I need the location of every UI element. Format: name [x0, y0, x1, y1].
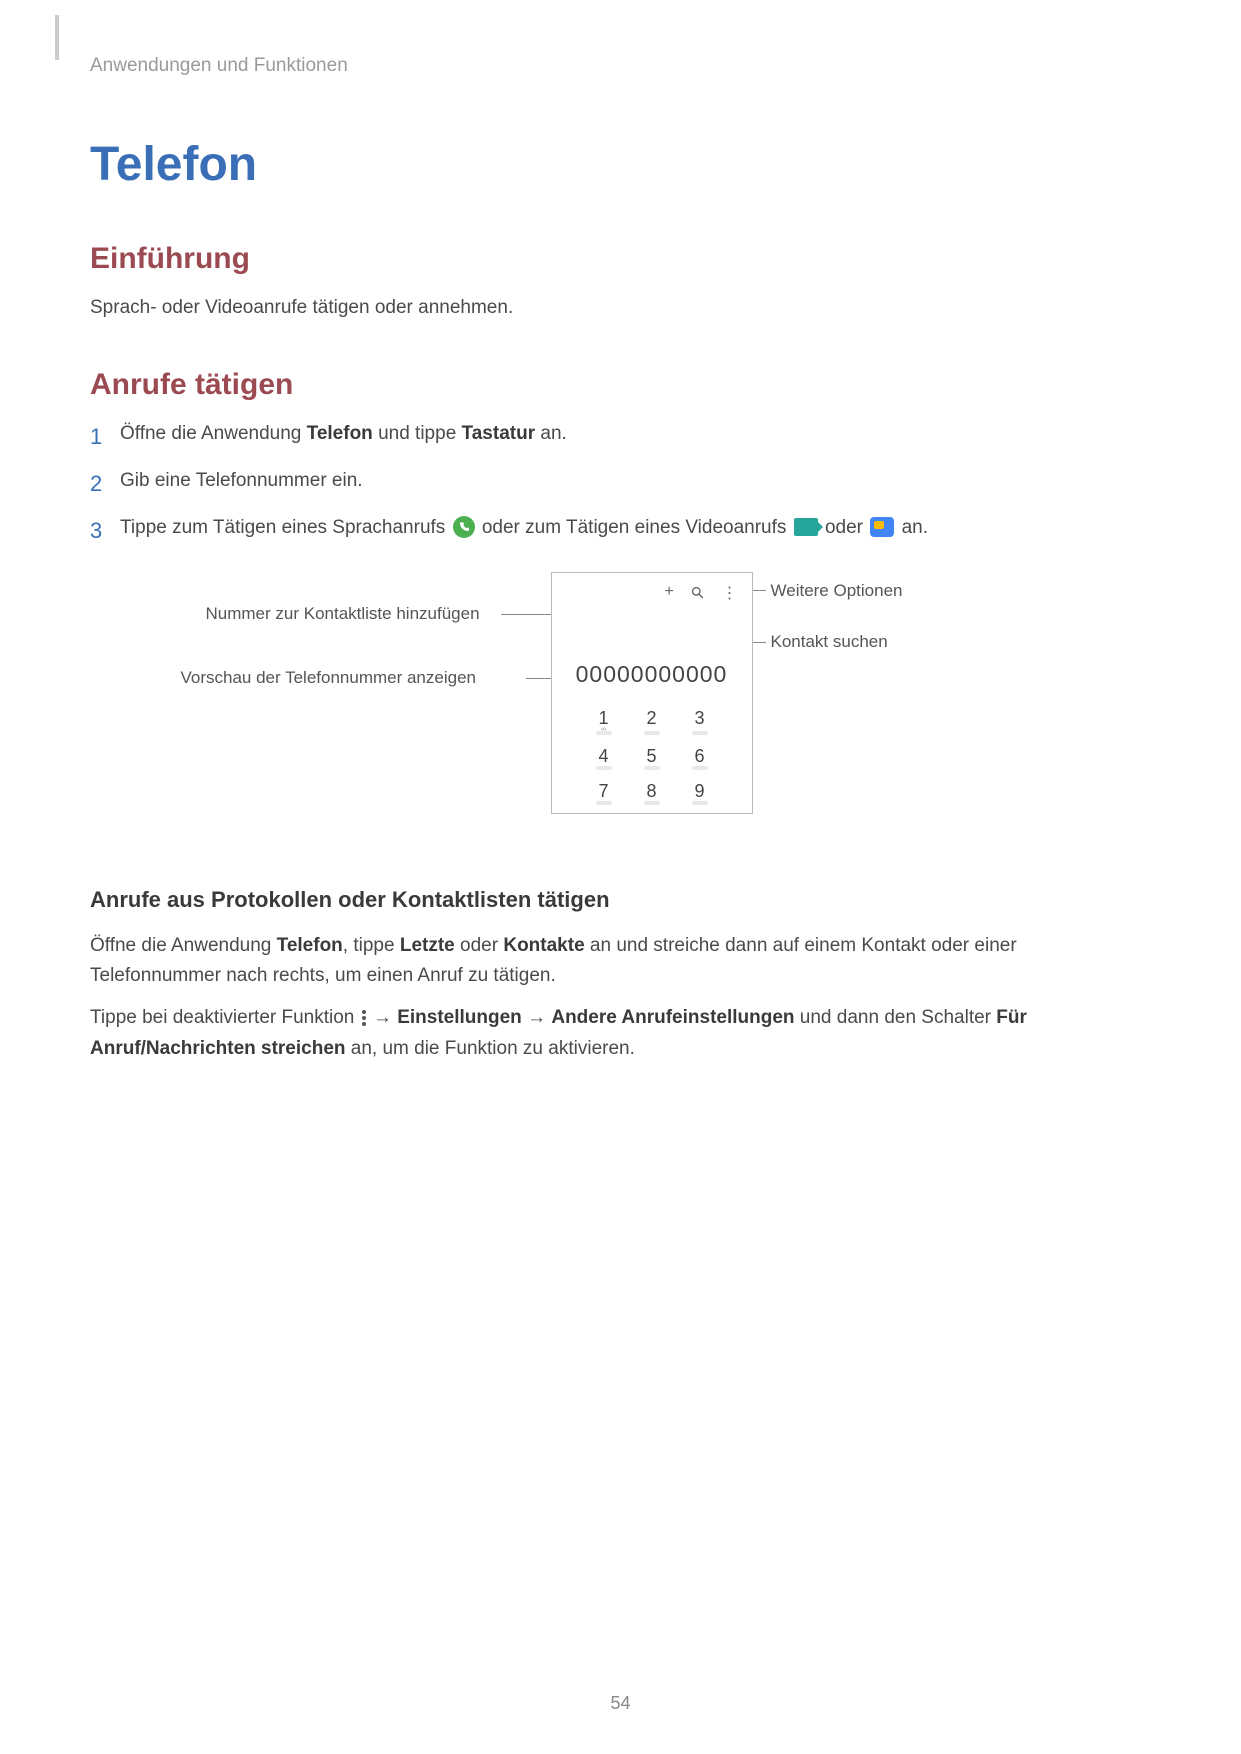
- step-number: 1: [90, 420, 120, 453]
- step-text: Öffne die Anwendung Telefon und tippe Ta…: [120, 420, 1151, 449]
- page-title: Telefon: [90, 137, 1151, 192]
- step-number: 3: [90, 514, 120, 547]
- breadcrumb: Anwendungen und Funktionen: [90, 55, 1151, 77]
- label-search-contact: Kontakt suchen: [771, 632, 888, 652]
- key-1: 1∞: [580, 708, 628, 733]
- section-calls-heading: Anrufe tätigen: [90, 368, 1151, 402]
- key-4: 4: [580, 746, 628, 767]
- key-3: 3: [676, 708, 724, 733]
- key-7: 7: [580, 781, 628, 802]
- step-3: 3 Tippe zum Tätigen eines Sprachanrufs o…: [90, 514, 1151, 547]
- search-icon: ⚲: [686, 581, 708, 603]
- step-text: Tippe zum Tätigen eines Sprachanrufs ode…: [120, 514, 1151, 543]
- label-preview-number: Vorschau der Telefonnummer anzeigen: [181, 668, 476, 688]
- phone-number-display: 00000000000: [552, 661, 752, 688]
- keypad: 1∞ 2 3 4 5 6 7 8 9: [552, 708, 752, 803]
- add-icon: +: [664, 583, 673, 603]
- para-2: Tippe bei deaktivierter Funktion → Einst…: [90, 1003, 1151, 1064]
- step-number: 2: [90, 467, 120, 500]
- more-options-icon: [362, 1008, 366, 1028]
- section-intro-heading: Einführung: [90, 242, 1151, 276]
- para-1: Öffne die Anwendung Telefon, tippe Letzt…: [90, 931, 1151, 992]
- video-duo-icon: [870, 517, 894, 537]
- step-2: 2 Gib eine Telefonnummer ein.: [90, 467, 1151, 500]
- key-2: 2: [628, 708, 676, 733]
- step-text: Gib eine Telefonnummer ein.: [120, 467, 1151, 496]
- key-6: 6: [676, 746, 724, 767]
- more-icon: ⋮: [722, 583, 738, 603]
- steps-list: 1 Öffne die Anwendung Telefon und tippe …: [90, 420, 1151, 547]
- subsection-heading: Anrufe aus Protokollen oder Kontaktliste…: [90, 887, 1151, 913]
- call-icon: [453, 516, 475, 538]
- key-9: 9: [676, 781, 724, 802]
- video-icon: [794, 518, 818, 536]
- key-8: 8: [628, 781, 676, 802]
- side-marker: [55, 15, 59, 60]
- phone-diagram: Nummer zur Kontaktliste hinzufügen Vorsc…: [171, 572, 1071, 832]
- section-intro-text: Sprach- oder Videoanrufe tätigen oder an…: [90, 294, 1151, 323]
- step-1: 1 Öffne die Anwendung Telefon und tippe …: [90, 420, 1151, 453]
- key-5: 5: [628, 746, 676, 767]
- phone-mock: + ⚲ ⋮ 00000000000 1∞ 2 3 4 5 6 7 8 9: [551, 572, 753, 814]
- label-add-contact: Nummer zur Kontaktliste hinzufügen: [206, 604, 480, 624]
- page-number: 54: [0, 1693, 1241, 1714]
- label-more-options: Weitere Optionen: [771, 581, 903, 601]
